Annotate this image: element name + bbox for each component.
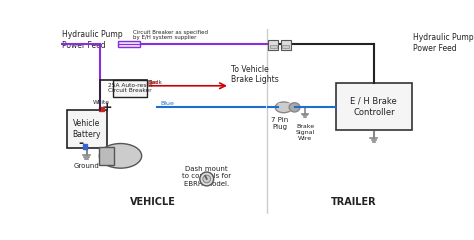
Text: VEHICLE: VEHICLE: [130, 198, 176, 207]
Text: Vehicle
Battery: Vehicle Battery: [73, 119, 101, 139]
Text: Dash mount
to controls for
EBRH model.: Dash mount to controls for EBRH model.: [182, 166, 231, 187]
FancyBboxPatch shape: [66, 110, 107, 148]
Bar: [282, 45, 289, 48]
Text: 7 Pin
Plug: 7 Pin Plug: [271, 117, 289, 130]
Bar: [278, 103, 294, 111]
Text: E / H Brake
Controller: E / H Brake Controller: [350, 96, 397, 117]
Text: TRAILER: TRAILER: [331, 198, 377, 207]
Bar: [99, 147, 114, 165]
Bar: [99, 107, 103, 111]
Bar: [270, 45, 277, 48]
Ellipse shape: [289, 103, 300, 112]
Text: Ground: Ground: [74, 163, 100, 169]
Circle shape: [203, 175, 210, 183]
Text: White: White: [93, 100, 110, 105]
Ellipse shape: [100, 144, 142, 168]
Bar: [83, 144, 87, 149]
Text: 25A Auto-reset
Circuit Breaker: 25A Auto-reset Circuit Breaker: [108, 83, 152, 94]
Text: -: -: [79, 137, 84, 150]
FancyBboxPatch shape: [118, 41, 140, 47]
Text: Hydraulic Pump
Power Feed: Hydraulic Pump Power Feed: [62, 30, 123, 50]
Ellipse shape: [275, 102, 292, 113]
Circle shape: [200, 172, 214, 186]
Text: Hydraulic Pump
Power Feed: Hydraulic Pump Power Feed: [413, 33, 474, 53]
Text: Red: Red: [148, 80, 159, 85]
Bar: [281, 40, 291, 50]
Text: Black: Black: [147, 80, 162, 85]
Text: To Vehicle
Brake Lights: To Vehicle Brake Lights: [231, 65, 279, 84]
Text: Blue: Blue: [161, 101, 174, 106]
Bar: [268, 40, 278, 50]
Text: +: +: [101, 101, 112, 114]
FancyBboxPatch shape: [113, 80, 146, 96]
Text: Brake
Signal
Wire: Brake Signal Wire: [296, 124, 315, 141]
Text: Circuit Breaker as specified
by E/H system supplier: Circuit Breaker as specified by E/H syst…: [133, 30, 208, 40]
FancyBboxPatch shape: [336, 83, 411, 131]
